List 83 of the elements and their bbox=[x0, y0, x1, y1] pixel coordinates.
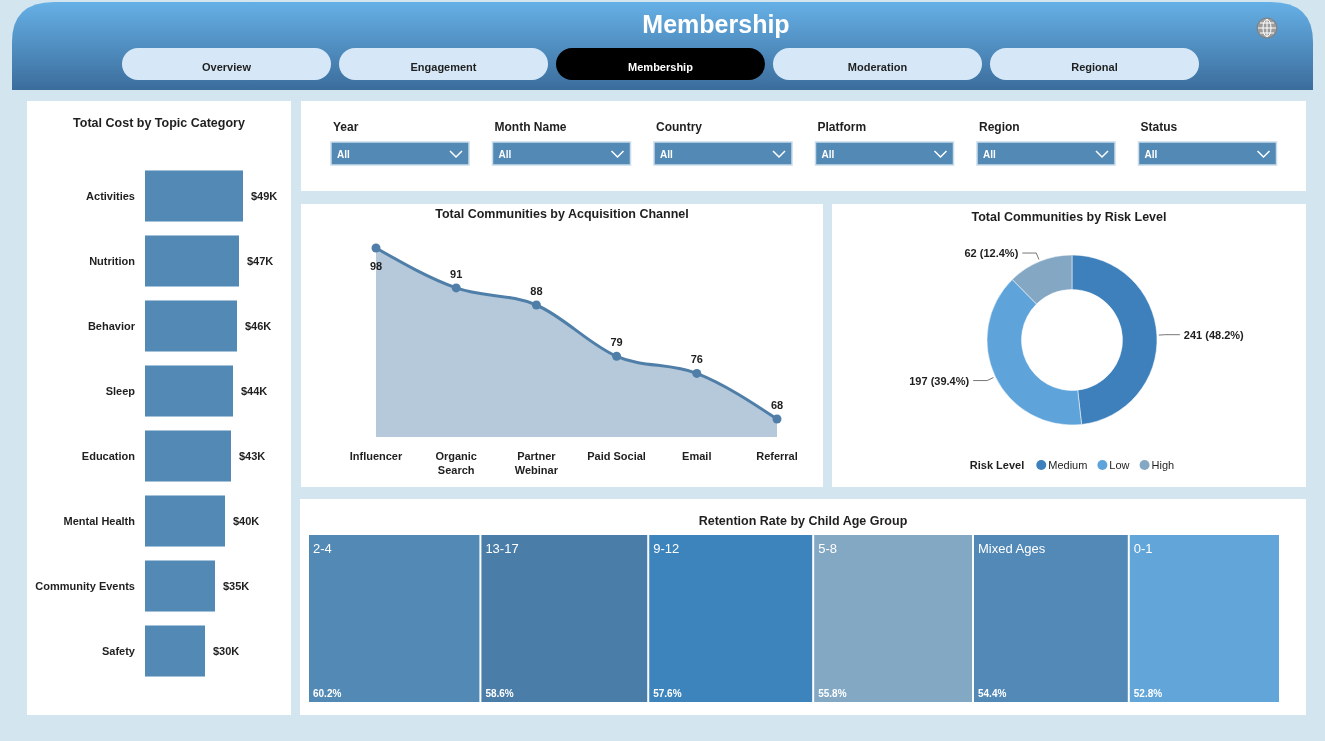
x-tick-label: Email bbox=[682, 450, 712, 462]
data-label: $43K bbox=[239, 450, 266, 462]
text: All bbox=[1144, 149, 1158, 160]
point bbox=[531, 300, 541, 310]
category-label: Membership bbox=[628, 61, 694, 73]
category-label: Country bbox=[656, 120, 703, 134]
data-label: 55.8% bbox=[818, 688, 847, 699]
category-label: 0-1 bbox=[1133, 541, 1153, 556]
data-label: $49K bbox=[251, 189, 278, 202]
bar bbox=[145, 365, 233, 417]
data-label: 91 bbox=[450, 267, 463, 280]
legend-label: Low bbox=[1109, 459, 1130, 471]
data-label: 197 (39.4%) bbox=[909, 374, 970, 387]
y-tick-label: Activities bbox=[86, 189, 135, 202]
text: All bbox=[821, 149, 835, 160]
data-label: 98 bbox=[369, 260, 383, 272]
data-label: $47K bbox=[247, 254, 274, 267]
data-label: 57.6% bbox=[653, 688, 682, 699]
data-label: 88 bbox=[530, 285, 543, 297]
y-tick-label: Community Events bbox=[35, 580, 135, 593]
y-tick-label: Safety bbox=[101, 645, 136, 658]
category-label: Region bbox=[979, 120, 1020, 134]
category-label: Month Name bbox=[494, 120, 567, 134]
category-label: Year bbox=[333, 120, 359, 134]
y-tick-label: Behavior bbox=[87, 320, 136, 332]
x-tick-label: Organic Search bbox=[435, 450, 477, 476]
bar bbox=[145, 430, 231, 482]
data-label: $44K bbox=[241, 385, 268, 397]
chart-title: Total Communities by Risk Level bbox=[971, 210, 1167, 224]
point bbox=[772, 414, 782, 424]
y-tick-label: Sleep bbox=[105, 385, 136, 397]
y-tick-label: Education bbox=[81, 450, 136, 462]
category-label: Overview bbox=[202, 61, 252, 73]
category-label: Moderation bbox=[847, 61, 908, 73]
chart-title: Total Cost by Topic Category bbox=[73, 116, 245, 130]
data-label: 52.8% bbox=[1133, 688, 1163, 699]
data-label: 68 bbox=[770, 399, 784, 411]
point bbox=[612, 351, 622, 361]
legend-title: Risk Level bbox=[969, 459, 1025, 471]
category-label: Status bbox=[1140, 120, 1178, 134]
text: All bbox=[337, 149, 350, 160]
category-label: 9-12 bbox=[653, 541, 680, 556]
y-tick-label: Mental Health bbox=[63, 515, 136, 527]
data-label: $30K bbox=[213, 645, 240, 658]
bar bbox=[145, 170, 243, 222]
legend-label: High bbox=[1151, 459, 1175, 471]
data-label: 60.2% bbox=[313, 688, 342, 699]
bar bbox=[145, 625, 205, 677]
category-label: Engagement bbox=[410, 61, 477, 73]
data-label: 62 (12.4%) bbox=[964, 247, 1019, 260]
x-tick-label: Influencer bbox=[349, 450, 403, 462]
category-label: Mixed Ages bbox=[977, 541, 1046, 556]
x-tick-label: Referral bbox=[756, 450, 798, 462]
text: All bbox=[983, 149, 996, 160]
chart-title: Total Communities by Acquisition Channel bbox=[435, 207, 689, 221]
bar bbox=[145, 300, 237, 352]
data-label: $40K bbox=[233, 515, 260, 527]
legend-label: Medium bbox=[1048, 459, 1088, 471]
point bbox=[451, 283, 461, 293]
data-label: $46K bbox=[245, 320, 272, 332]
text: All bbox=[660, 149, 673, 160]
data-label: 79 bbox=[610, 336, 623, 349]
data-label: 58.6% bbox=[485, 688, 514, 699]
point bbox=[371, 243, 381, 253]
text: Retention Rate by Child Age Group bbox=[698, 514, 908, 528]
category-label: 5-8 bbox=[818, 541, 837, 556]
point bbox=[692, 368, 702, 378]
category-label: 2-4 bbox=[313, 541, 332, 556]
category-label: 13-17 bbox=[485, 541, 519, 556]
data-label: 54.4% bbox=[977, 688, 1007, 699]
bar bbox=[145, 235, 239, 287]
bar bbox=[145, 495, 225, 547]
y-tick-label: Nutrition bbox=[89, 254, 136, 267]
x-tick-label: Paid Social bbox=[587, 450, 646, 462]
category-label: Regional bbox=[1071, 61, 1118, 73]
bar bbox=[145, 560, 215, 612]
text: Membership bbox=[642, 10, 790, 38]
x-tick-label: Partner Webinar bbox=[514, 450, 559, 476]
data-label: 241 (48.2%) bbox=[1183, 328, 1245, 341]
data-label: $35K bbox=[223, 580, 250, 593]
data-label: 76 bbox=[690, 353, 703, 366]
category-label: Platform bbox=[817, 120, 867, 134]
text: All bbox=[498, 149, 512, 160]
